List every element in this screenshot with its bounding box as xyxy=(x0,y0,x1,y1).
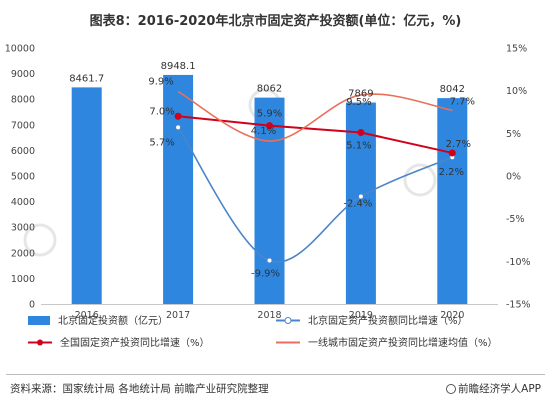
bar-value-label: 7869 xyxy=(348,89,373,100)
series-2-point xyxy=(266,122,273,130)
series-2-point xyxy=(448,149,456,157)
watermark-logo-icon xyxy=(403,163,437,197)
bar-2016 xyxy=(71,87,102,304)
bar-value-label: 8948.1 xyxy=(161,61,196,72)
left-axis-tick-label: 2000 xyxy=(11,248,35,259)
series-line-1 xyxy=(177,126,453,263)
series-3-data-label: 4.1% xyxy=(251,126,276,137)
left-axis-tick-label: 8000 xyxy=(11,95,35,106)
left-axis-tick-label: 5000 xyxy=(11,172,35,183)
legend: 北京固定投资额（亿元） 北京固定资产投资额同比增速（%） 全国固定资产投资同比增速（… xyxy=(28,314,498,349)
right-axis-tick-label: -5% xyxy=(506,214,525,225)
legend-marker xyxy=(37,339,43,346)
right-axis-tick-label: 10% xyxy=(506,86,527,97)
series-1-point xyxy=(175,124,182,131)
right-axis-tick-label: 0% xyxy=(506,172,521,183)
left-axis-tick-label: 3000 xyxy=(11,223,35,234)
publisher-logo-icon xyxy=(446,384,457,394)
watermark-logo-icon xyxy=(23,223,57,257)
lines-layer xyxy=(174,90,456,264)
series-1-data-label: -2.4% xyxy=(343,198,372,209)
series-2-point xyxy=(357,128,365,136)
legend-marker xyxy=(284,317,292,324)
legend-bar-swatch xyxy=(28,316,50,325)
bar-value-label: 8461.7 xyxy=(69,73,104,84)
series-1-point xyxy=(266,257,273,264)
x-axis-tick-label: 2020 xyxy=(440,310,464,321)
labels-layer: 8461.7 8948.1 8062 7869 8042 5.7% -9.9% -2.4% 2.… xyxy=(69,61,475,280)
bar-2020 xyxy=(437,98,468,304)
x-axis-tick-label: 2016 xyxy=(75,310,99,321)
series-1-data-label: -9.9% xyxy=(251,268,280,279)
series-2-data-label: 5.9% xyxy=(257,109,282,120)
series-1-data-label: 2.2% xyxy=(439,167,464,178)
axes-layer: 0 1000 2000 3000 4000 5000 6000 7000 8000 9000 100… xyxy=(5,44,531,322)
series-1-point xyxy=(357,193,364,200)
series-2-data-label: 5.1% xyxy=(346,140,371,151)
series-1-data-label: 5.7% xyxy=(149,137,174,148)
right-axis-tick-label: 5% xyxy=(506,129,521,140)
series-line-3 xyxy=(177,90,453,142)
left-axis-tick-label: 10000 xyxy=(5,44,35,55)
publisher: 前瞻经济学人APP xyxy=(446,381,541,396)
series-2-data-label: 7.0% xyxy=(149,106,174,117)
series-line-2 xyxy=(177,115,453,154)
bars-layer xyxy=(71,74,468,305)
footer-divider xyxy=(6,374,545,375)
series-2-point xyxy=(174,112,182,120)
left-axis-tick-label: 0 xyxy=(29,300,35,311)
bar-value-label: 8062 xyxy=(257,84,282,95)
series-3-data-label: 9.5% xyxy=(346,97,371,108)
left-axis-tick-label: 1000 xyxy=(11,274,35,285)
left-axis-tick-label: 4000 xyxy=(11,197,35,208)
legend-label: 全国固定资产投资同比增速（%） xyxy=(60,336,210,349)
x-axis-tick-label: 2018 xyxy=(257,310,281,321)
series-2-data-label: 2.7% xyxy=(446,139,471,150)
legend-label: 北京固定投资额（亿元） xyxy=(58,314,168,327)
bar-2018 xyxy=(254,97,285,305)
legend-label: 一线城市固定资产投资同比增速均值（%） xyxy=(308,336,498,349)
right-axis-tick-label: -10% xyxy=(506,257,531,268)
right-axis-tick-label: 15% xyxy=(506,44,527,55)
left-axis-tick-label: 9000 xyxy=(11,69,35,80)
x-axis-tick-label: 2017 xyxy=(166,310,190,321)
bar-value-label: 8042 xyxy=(440,84,465,95)
publisher-name: 前瞻经济学人APP xyxy=(458,383,541,395)
series-3-data-label: 7.7% xyxy=(450,96,475,107)
right-axis-tick-label: -15% xyxy=(506,300,531,311)
source-note: 资料来源：国家统计局 各地统计局 前瞻产业研究院整理 xyxy=(10,383,269,395)
x-axis-tick-label: 2019 xyxy=(349,310,373,321)
legend-label: 北京固定资产投资额同比增速（%） xyxy=(308,314,468,327)
series-3-data-label: 9.9% xyxy=(148,77,173,88)
left-axis-tick-label: 7000 xyxy=(11,120,35,131)
chart-title: 图表8：2016-2020年北京市固定资产投资额(单位：亿元，%) xyxy=(89,14,462,29)
left-axis-tick-label: 6000 xyxy=(11,146,35,157)
